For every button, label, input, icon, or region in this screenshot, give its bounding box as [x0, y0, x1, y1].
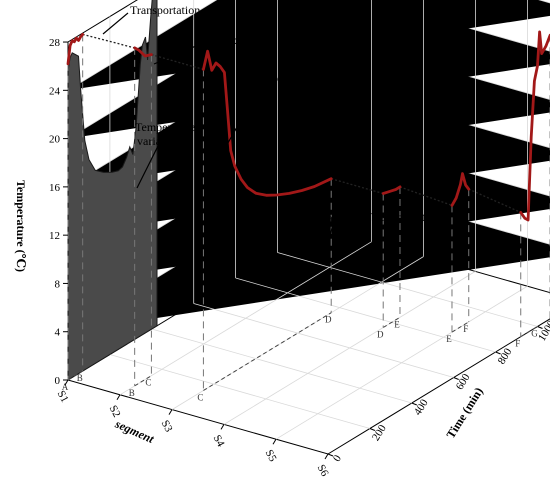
stage-baseline [67, 370, 83, 381]
time-tick-mark [369, 428, 376, 431]
segment-tick-label: S2 [107, 403, 123, 419]
floor-marker-label: F [515, 339, 520, 349]
stage-baseline [520, 326, 538, 338]
segment-tick-mark [168, 409, 173, 415]
x-axis-label: segment [112, 416, 156, 446]
temperature-variation-area [67, 0, 158, 381]
segment-tick-label: S1 [55, 389, 71, 405]
y-tick-label: 28 [49, 37, 61, 49]
floor-marker-label: D [325, 315, 332, 325]
time-tick-label: 0 [331, 452, 344, 463]
series-transportation-line [66, 32, 85, 66]
stage-drop-lines [67, 34, 550, 391]
stage-connector [468, 188, 522, 213]
series-loading-line [381, 185, 402, 195]
time-tick-label: 600 [454, 371, 473, 392]
time-tick-mark [327, 453, 334, 457]
temperature-variation-fill [67, 0, 158, 381]
floor-marker-label: B [129, 388, 135, 398]
segment-tick-label: S5 [263, 448, 279, 464]
annotation-loading: Loading [314, 211, 354, 225]
floor-marker-label: A [62, 382, 69, 392]
gridline-segment-floor [119, 241, 372, 396]
y-axis-label: Temperature (℃) [14, 180, 28, 272]
leader-temperature-variation [136, 145, 159, 189]
y-tick-label: 0 [55, 375, 61, 387]
floor-marker-label: D [377, 330, 384, 340]
stage-baseline [451, 321, 469, 333]
gridline-segment-floor [275, 285, 528, 440]
segment-tick-label: S3 [159, 418, 175, 434]
gridline-time-floor [193, 303, 454, 378]
leader-unloading [153, 42, 204, 65]
stage-connector [399, 186, 453, 206]
floor-marker-label: E [446, 334, 452, 344]
time-axis-ticks: 020040060080010001200 [327, 318, 550, 464]
annotation-display-and-sale: Display and sale [384, 74, 463, 88]
segment-tick-label: S6 [315, 463, 331, 479]
y-tick-label: 8 [55, 278, 61, 290]
time-tick-mark [537, 326, 543, 329]
segment-tick-mark [116, 394, 121, 401]
leader-transportation-2 [391, 223, 397, 254]
segment-tick-mark [272, 438, 277, 445]
floor-marker-label: C [145, 378, 151, 388]
stage-baseline [382, 316, 401, 328]
gridline-time-floor [109, 354, 371, 429]
time-tick-mark [411, 402, 417, 406]
segment-axis-ticks: S1 S2 S3 S4 S5 S6 [55, 379, 331, 479]
stage-connectors [82, 33, 522, 213]
time-tick-label: 800 [496, 346, 515, 367]
leader-loading [324, 223, 334, 257]
floor-marker-label: B [77, 373, 83, 383]
segment-tick-label: S4 [211, 433, 227, 449]
series-display-and-sale-line [519, 30, 550, 222]
floor-marker-label: C [197, 393, 203, 403]
annotation-temperature-variation: Temperature variation [135, 120, 198, 148]
segment-tick-mark [220, 424, 225, 430]
series-transportation-line [450, 172, 471, 207]
floor-marker-label: E [394, 319, 400, 329]
series-curves [66, 30, 550, 222]
stage-connector [151, 53, 204, 71]
annotation-transportation-1: Transportation [130, 3, 200, 17]
gridline-segment-floor [171, 256, 424, 410]
stage-connector [82, 33, 135, 49]
time-tick-mark [495, 351, 501, 355]
segment-tick-mark [64, 379, 69, 386]
y-tick-label: 4 [55, 327, 61, 339]
series-cold-storage-line [201, 49, 333, 197]
leader-display-and-sale [442, 85, 463, 127]
gridline-time-floor [151, 328, 412, 404]
z-axis-label: Time (min) [443, 385, 485, 441]
time-tick-label: 1000 [536, 318, 550, 343]
time-tick-label: 400 [412, 397, 431, 418]
stage-baseline [134, 375, 152, 387]
time-tick-mark [453, 377, 459, 380]
time-tick-label: 200 [370, 422, 389, 443]
y-tick-label: 24 [49, 85, 61, 97]
leader-transportation-1 [102, 12, 129, 35]
y-axis-ticks: 0 4 8 12 16 20 24 28 [49, 37, 68, 387]
y-tick-label: 16 [49, 182, 61, 194]
floor-marker-label: G [531, 329, 538, 339]
floor-marker-label: F [463, 324, 468, 334]
gridline-segment-floor [223, 271, 476, 425]
annotation-unloading: Unloading [204, 33, 255, 47]
leader-cold-storage [224, 81, 264, 149]
stage-baseline [203, 312, 332, 391]
y-tick-label: 12 [49, 230, 60, 242]
annotation-cold-storage: Cold storage [264, 71, 325, 85]
series-unloading-line [133, 46, 153, 58]
annotation-transportation-2: Transportation [370, 210, 440, 224]
gridline-time-floor [277, 252, 538, 327]
stage-connector [331, 178, 384, 195]
gridline-time-floor [235, 277, 496, 353]
segment-tick-mark [324, 453, 329, 460]
y-tick-label: 20 [49, 134, 61, 146]
